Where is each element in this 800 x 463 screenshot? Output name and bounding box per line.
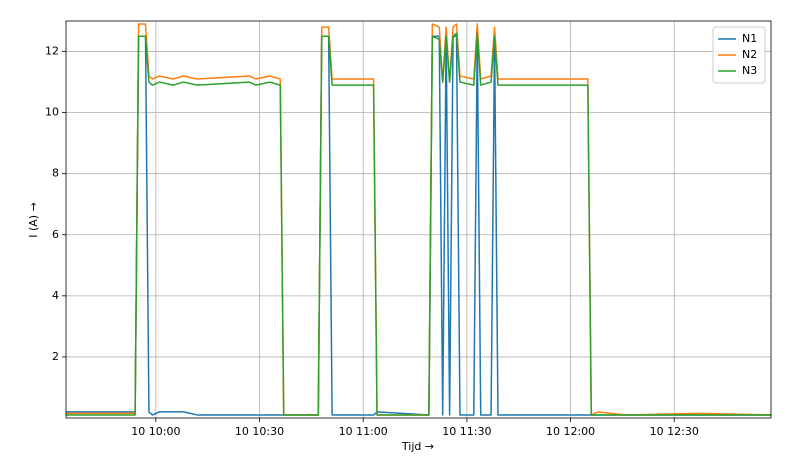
- x-tick-label: 10 11:30: [442, 425, 491, 438]
- legend-box: [712, 26, 766, 84]
- x-tick-label: 10 12:30: [650, 425, 699, 438]
- x-tick-label: 10 12:00: [546, 425, 595, 438]
- x-axis-label: Tijd →: [401, 440, 434, 453]
- legend-label: N1: [742, 32, 757, 45]
- legend-label: N2: [742, 48, 757, 61]
- y-tick-label: 8: [52, 167, 59, 180]
- x-tick-label: 10 10:00: [131, 425, 180, 438]
- series-line: [66, 23, 772, 416]
- y-tick-label: 10: [45, 106, 59, 119]
- y-tick-label: 2: [52, 350, 59, 363]
- legend-label: N3: [742, 64, 757, 77]
- plot-frame: [65, 20, 772, 419]
- y-tick-label: 6: [52, 228, 59, 241]
- series-line: [66, 35, 771, 416]
- legend: N1 N2 N3: [712, 26, 766, 84]
- series-line: [66, 32, 771, 416]
- y-tick-label: 4: [52, 289, 59, 302]
- x-tick-label: 10 10:30: [235, 425, 284, 438]
- x-tick-label: 10 11:00: [339, 425, 388, 438]
- y-tick-label: 12: [45, 45, 59, 58]
- y-axis-label: I (A) →: [27, 202, 40, 238]
